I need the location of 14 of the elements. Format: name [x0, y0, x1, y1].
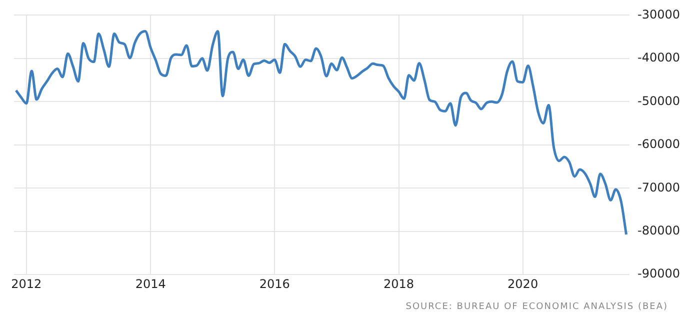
x-tick-label: 2018 [384, 276, 414, 291]
x-tick-label: 2016 [259, 276, 290, 291]
y-tick-label: -80000 [637, 223, 680, 238]
source-note: SOURCE: BUREAU OF ECONOMIC ANALYSIS (BEA) [406, 302, 668, 312]
y-tick-label: -30000 [637, 7, 680, 22]
y-tick-label: -60000 [637, 137, 680, 152]
x-tick-label: 2012 [11, 276, 42, 291]
x-tick-label: 2014 [135, 276, 166, 291]
y-tick-label: -70000 [637, 180, 680, 194]
y-tick-label: -40000 [637, 50, 680, 65]
line-series [14, 30, 628, 236]
y-tick-label: -50000 [637, 94, 680, 108]
y-tick-label: -90000 [637, 266, 680, 281]
x-tick-label: 2020 [508, 276, 538, 291]
